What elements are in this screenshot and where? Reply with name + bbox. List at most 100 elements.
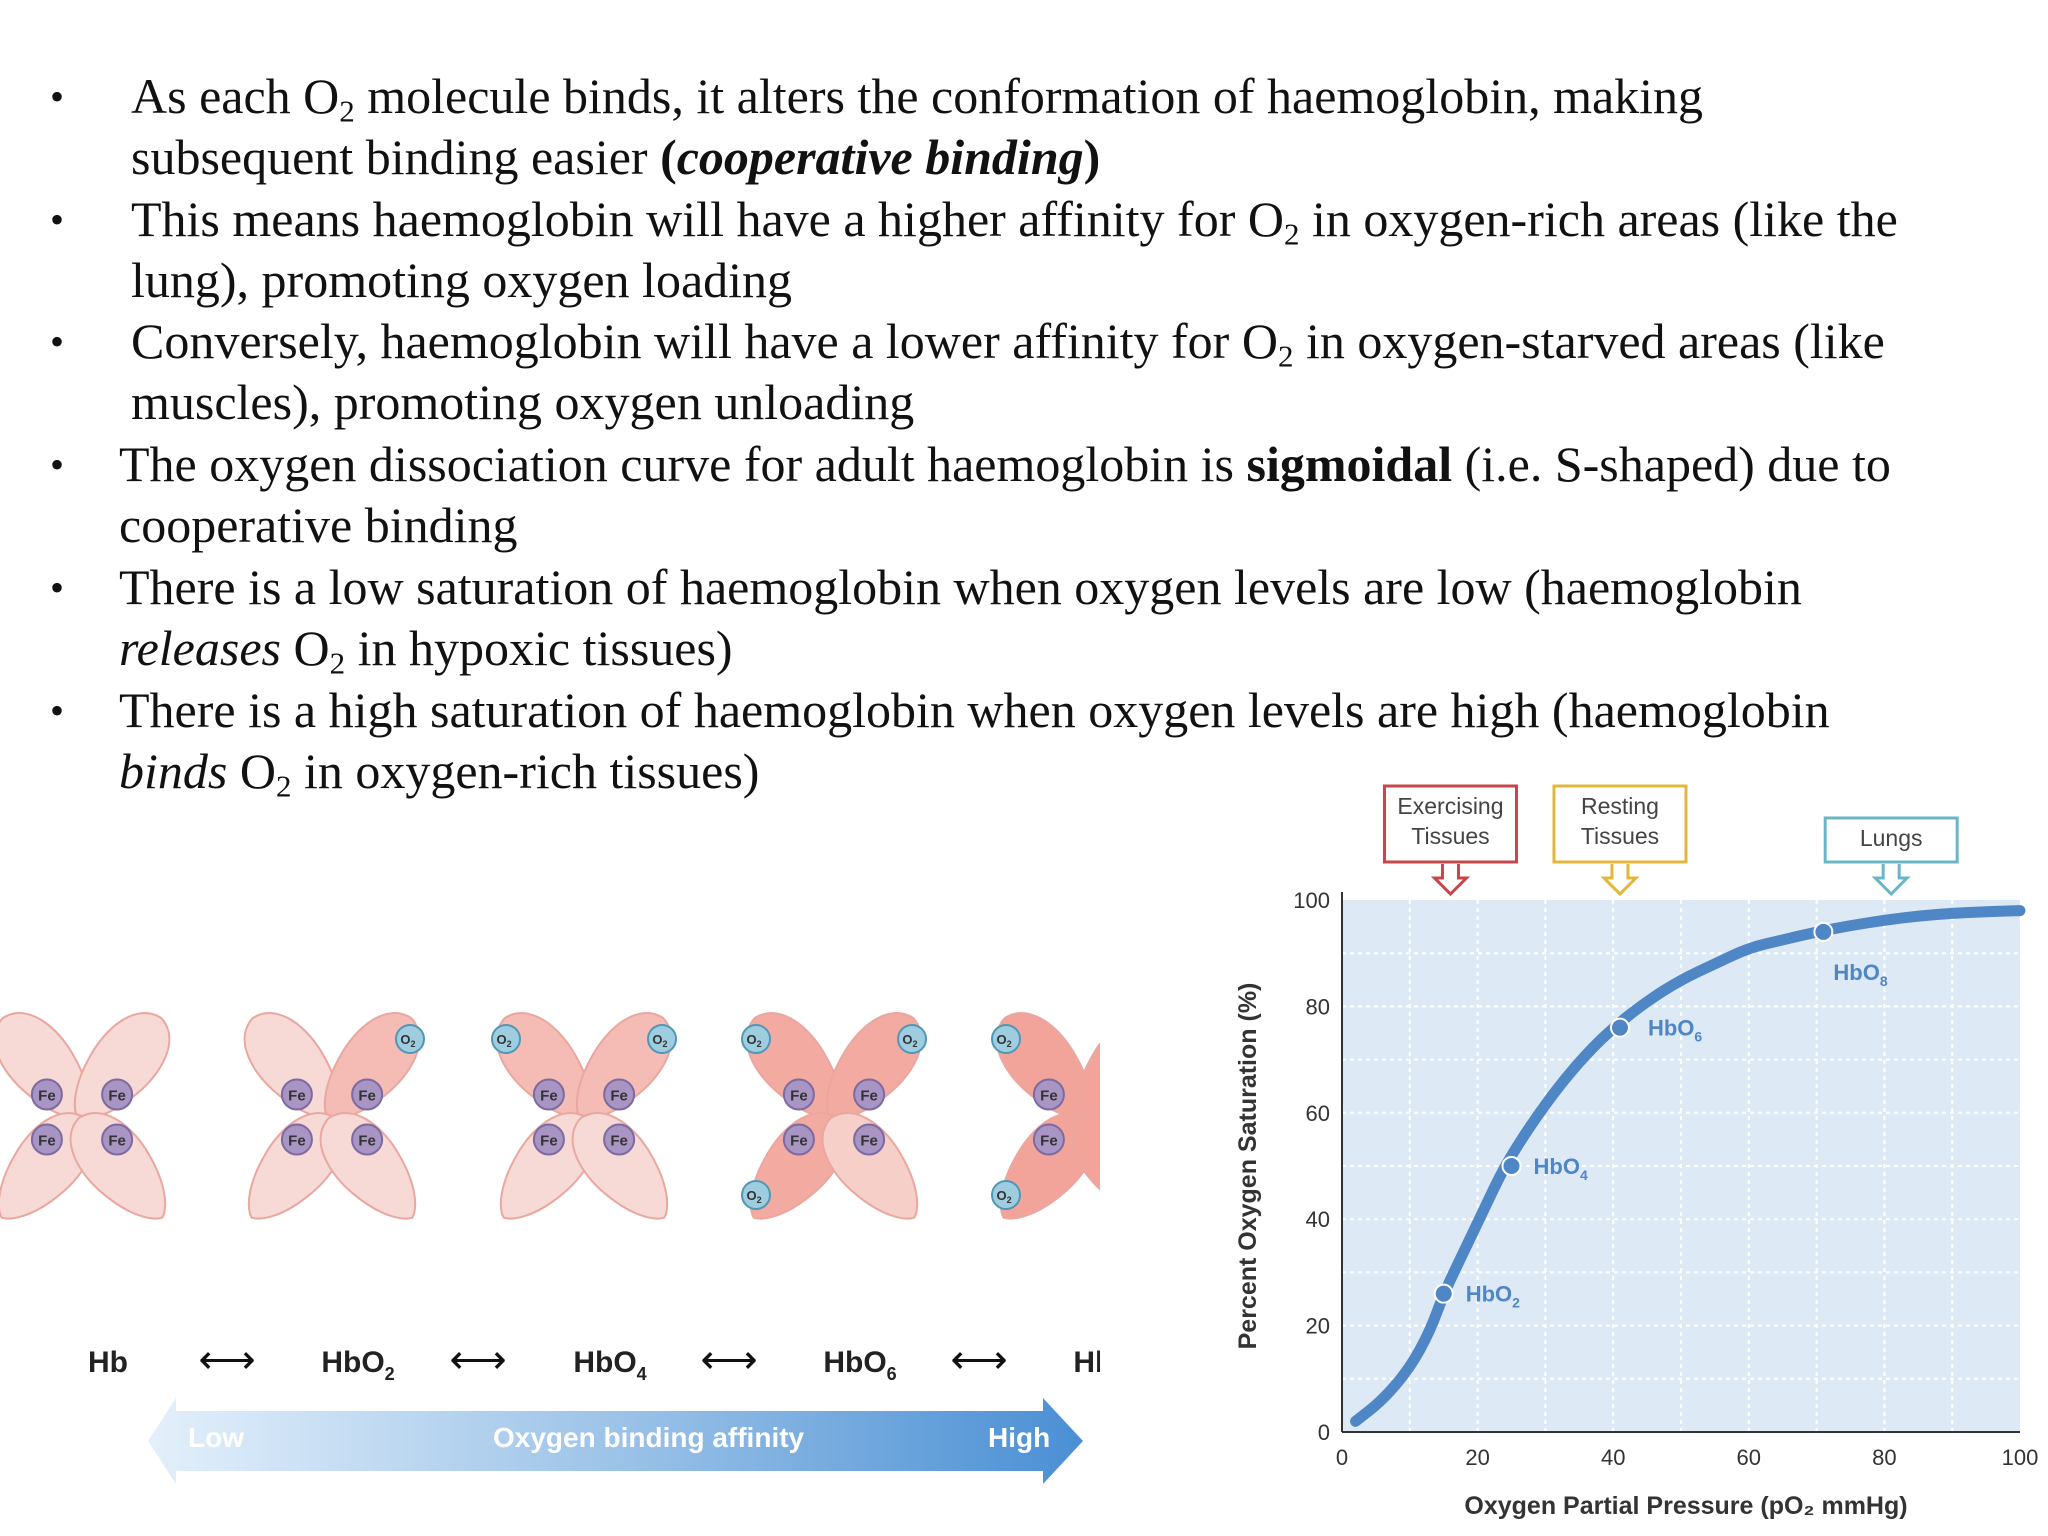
bullet-marker: • xyxy=(50,442,65,487)
bullet-text-segment: releases xyxy=(119,620,281,676)
fe-label: Fe xyxy=(540,1088,558,1105)
hb-molecule-stage-2: Fe Fe Fe Fe O2 xyxy=(243,1012,425,1220)
point-label: HbO4 xyxy=(1534,1154,1588,1183)
bullet-text-segment: in oxygen-rich tissues) xyxy=(291,743,760,799)
heme-iron-icon: Fe xyxy=(853,1123,886,1156)
bullet-text-segment: 2 xyxy=(1277,338,1294,374)
marker-arrow-icon xyxy=(1600,864,1640,897)
bullet-text-segment: 2 xyxy=(275,768,292,804)
bullet-line-continued: subsequent binding easier (cooperative b… xyxy=(131,127,2031,188)
o2-molecule-icon: O2 xyxy=(897,1024,927,1054)
marker-label: Exercising xyxy=(1397,793,1503,819)
heme-iron-icon: Fe xyxy=(280,1078,313,1111)
stage-label: HbO6 xyxy=(823,1346,896,1384)
heme-iron-icon: Fe xyxy=(1032,1078,1065,1111)
bullet-text-segment: binds xyxy=(119,743,228,799)
point-hbo6 xyxy=(1609,1017,1630,1038)
heme-iron-icon: Fe xyxy=(30,1123,63,1156)
bullet-text-segment: (i.e. S-shaped) due to xyxy=(1452,436,1891,492)
affinity-arrow: Low Oxygen binding affinity High xyxy=(148,1398,1083,1484)
bullet-line-continued: lung), promoting oxygen loading xyxy=(131,250,2031,311)
bullet-text-segment: in hypoxic tissues) xyxy=(345,620,733,676)
bullet-text-segment: molecule binds, it alters the conformati… xyxy=(354,68,1704,124)
o2-molecule-icon: O2 xyxy=(741,1024,771,1054)
bullet-line: There is a high saturation of haemoglobi… xyxy=(119,680,2019,741)
heme-iron-icon: Fe xyxy=(101,1078,134,1111)
bullet-text-segment: O xyxy=(227,743,276,799)
affinity-low-label: Low xyxy=(188,1422,244,1453)
heme-iron-icon: Fe xyxy=(351,1123,384,1156)
hb-molecule-stage-4: Fe Fe Fe Fe O2 O2 O2 xyxy=(741,1012,927,1220)
bullet-marker: • xyxy=(50,197,65,242)
fe-label: Fe xyxy=(790,1133,808,1150)
x-axis-title: Oxygen Partial Pressure (pO₂ mmHg) xyxy=(1464,1492,1907,1520)
hb-molecule-stage-3: Fe Fe Fe Fe O2 O2 xyxy=(491,1012,677,1220)
x-tick-label: 80 xyxy=(1872,1445,1896,1470)
bullet-marker: • xyxy=(50,688,65,733)
o2-molecule-icon: O2 xyxy=(991,1180,1021,1210)
marker-box xyxy=(1823,816,1959,864)
stage-label: Hb xyxy=(88,1346,128,1379)
heme-iron-icon: Fe xyxy=(782,1078,815,1111)
bullet-text-segment: in oxygen-rich areas (like the xyxy=(1299,191,1898,247)
bullet-line: There is a low saturation of haemoglobin… xyxy=(119,557,2019,618)
fe-label: Fe xyxy=(860,1133,878,1150)
marker-arrow-icon xyxy=(1430,864,1471,897)
affinity-title-label: Oxygen binding affinity xyxy=(493,1422,805,1453)
fe-label: Fe xyxy=(1040,1088,1058,1105)
bullet-line: Conversely, haemoglobin will have a lowe… xyxy=(131,311,2031,372)
heme-iron-icon: Fe xyxy=(30,1078,63,1111)
fe-label: Fe xyxy=(38,1133,56,1150)
equilibrium-arrow-icon: ⟷ xyxy=(449,1338,506,1382)
fe-label: Fe xyxy=(358,1133,376,1150)
bullet-text-segment: muscles), promoting oxygen unloading xyxy=(131,374,915,430)
fe-label: Fe xyxy=(38,1088,56,1105)
affinity-high-label: High xyxy=(988,1422,1051,1453)
bullet-text-segment: subsequent binding easier xyxy=(131,129,661,185)
point-label: HbO6 xyxy=(1648,1016,1702,1045)
fe-label: Fe xyxy=(860,1088,878,1105)
equilibrium-arrow-icon: ⟷ xyxy=(950,1338,1007,1382)
heme-iron-icon: Fe xyxy=(532,1078,565,1111)
bullet-text-segment: cooperative binding xyxy=(119,497,518,553)
bullet-text-segment: As each O xyxy=(131,68,340,124)
fe-label: Fe xyxy=(610,1088,628,1105)
fe-label: Fe xyxy=(610,1133,628,1150)
bullet-line-continued: binds O2 in oxygen-rich tissues) xyxy=(119,741,2019,802)
bullet-text-segment: ) xyxy=(1083,129,1101,185)
x-tick-label: 20 xyxy=(1465,1445,1489,1470)
fe-label: Fe xyxy=(358,1088,376,1105)
bullet-text-segment: 2 xyxy=(339,93,355,129)
marker-resting-tissues: Resting Tissues xyxy=(1552,784,1688,897)
dissociation-curve xyxy=(1350,905,2026,1427)
y-tick-label: 60 xyxy=(1306,1101,1330,1126)
o2-molecule-icon: O2 xyxy=(395,1024,425,1054)
x-tick-label: 40 xyxy=(1601,1445,1625,1470)
heme-iron-icon: Fe xyxy=(603,1123,636,1156)
haemoglobin-binding-diagram: Fe Fe Fe Fe Hb ⟷ Fe Fe Fe Fe O2 HbO2 ⟷ Fe Fe Fe Fe O2 O2 Hb… xyxy=(0,1012,1100,1384)
x-tick-label: 0 xyxy=(1336,1445,1348,1470)
point-label: HbO2 xyxy=(1466,1282,1520,1311)
hb-molecule-stage-5: FeFeFeFeO2O2O2O2 xyxy=(991,1012,1100,1220)
o2-molecule-icon: O2 xyxy=(991,1024,1021,1054)
bullet-line-continued: muscles), promoting oxygen unloading xyxy=(131,372,2031,433)
point-hbo8 xyxy=(1813,921,1834,942)
equilibrium-arrow-icon: ⟷ xyxy=(198,1338,255,1382)
bullet-text-segment: 2 xyxy=(1283,216,1300,252)
fe-label: Fe xyxy=(540,1133,558,1150)
bullet-text-segment: 2 xyxy=(329,645,346,681)
bullet-text-segment: sigmoidal xyxy=(1246,436,1453,492)
o2-molecule-icon: O2 xyxy=(647,1024,677,1054)
y-tick-label: 0 xyxy=(1318,1420,1330,1445)
fe-label: Fe xyxy=(1040,1133,1058,1150)
o2-molecule-icon: O2 xyxy=(491,1024,521,1054)
marker-label: Lungs xyxy=(1860,825,1923,851)
bullet-line: The oxygen dissociation curve for adult … xyxy=(119,434,2019,495)
bullet-text-segment: ( xyxy=(660,129,677,185)
bullet-line: As each O2 molecule binds, it alters the… xyxy=(131,66,2031,127)
x-tick-label: 100 xyxy=(2002,1445,2039,1470)
point-hbo2 xyxy=(1433,1283,1454,1304)
fe-label: Fe xyxy=(108,1088,126,1105)
stage-label: HbO2 xyxy=(321,1346,394,1384)
marker-lungs: Lungs xyxy=(1823,816,1959,897)
